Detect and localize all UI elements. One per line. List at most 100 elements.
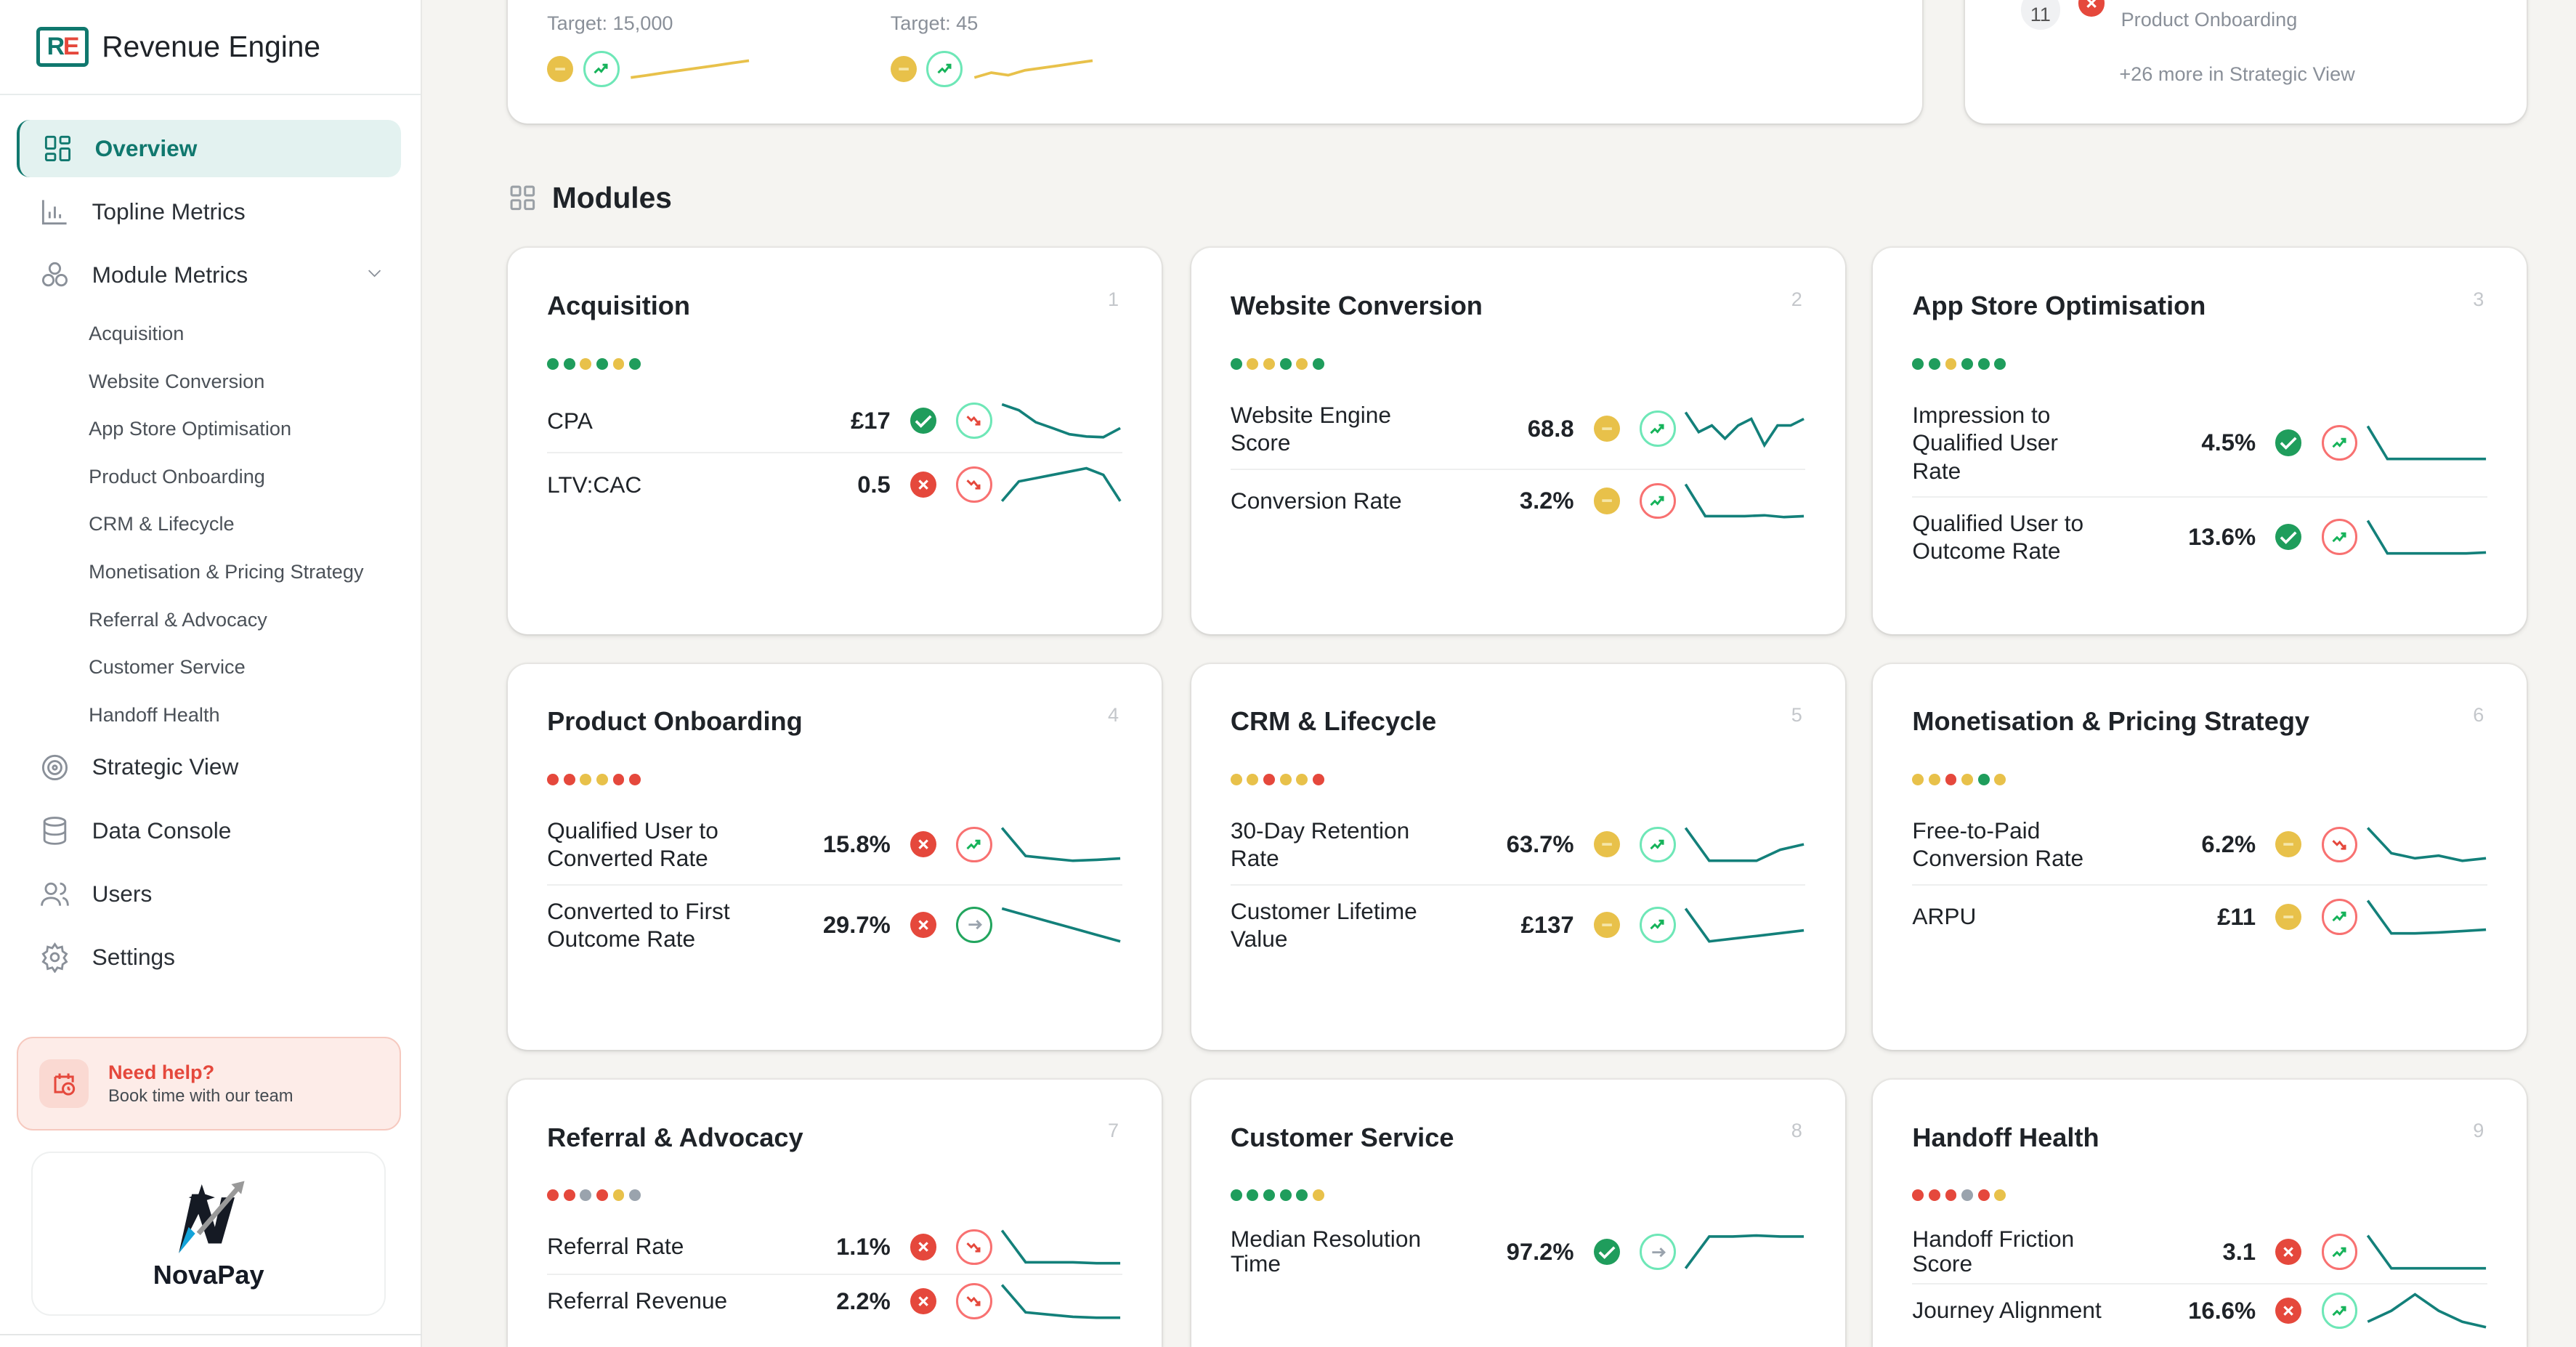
metric-row[interactable]: Qualified User to Converted Rate 15.8% [547, 805, 1122, 886]
chevron-down-icon[interactable] [365, 263, 384, 283]
status-dot [1928, 358, 1940, 370]
modules-heading: Modules [508, 181, 672, 215]
module-card-crm-lifecycle[interactable]: CRM & Lifecycle 5 30-Day Retention Rate … [1191, 663, 1845, 1051]
status-dot [1230, 774, 1242, 785]
sidebar-item-users[interactable]: Users [17, 865, 401, 923]
metric-value: 16.6% [2188, 1297, 2256, 1324]
target-label: Target: 15,000 [547, 11, 673, 34]
trend-up-icon[interactable] [2321, 1293, 2358, 1330]
module-title: Website Conversion [1230, 291, 1483, 321]
target-icon [42, 754, 68, 780]
trend-down-icon[interactable] [956, 1282, 992, 1319]
module-card-referral-advocacy[interactable]: Referral & Advocacy 7 Referral Rate 1.1%… [507, 1079, 1162, 1347]
sidebar-item-overview[interactable]: Overview [16, 120, 402, 178]
sidebar-item-settings[interactable]: Settings [17, 929, 401, 986]
metric-value: 29.7% [822, 910, 891, 938]
module-card-monetisation-pricing-strategy[interactable]: Monetisation & Pricing Strategy 6 Free-t… [1873, 663, 2527, 1051]
module-title: CRM & Lifecycle [1230, 706, 1437, 737]
help-card[interactable]: Need help? Book time with our team [16, 1037, 401, 1130]
module-title: Acquisition [547, 291, 690, 321]
submenu-item[interactable]: Referral & Advocacy [89, 607, 267, 631]
metric-row[interactable]: Journey Alignment 16.6% [1912, 1285, 2487, 1337]
metric-value: 4.5% [2201, 429, 2256, 456]
target-sparkline [631, 59, 750, 79]
metric-row[interactable]: Customer Lifetime Value £137 [1231, 886, 1806, 965]
module-card-app-store-optimisation[interactable]: App Store Optimisation 3 Impression to Q… [1873, 248, 2527, 634]
metric-row[interactable]: Impression to Qualified User Rate 4.5% [1912, 389, 2487, 498]
metric-row[interactable]: Median Resolution Time 97.2% [1231, 1221, 1806, 1283]
bar-chart-icon [42, 200, 67, 225]
help-subtitle: Book time with our team [108, 1087, 293, 1107]
status-dot [1230, 1189, 1242, 1202]
trend-up-icon[interactable] [2321, 424, 2358, 461]
sidebar-item-module-metrics[interactable]: Module Metrics [17, 246, 401, 304]
trend-up-icon[interactable] [2321, 898, 2358, 935]
trend-up-icon[interactable] [1639, 907, 1676, 943]
status-dot [1312, 358, 1324, 370]
module-title: App Store Optimisation [1912, 291, 2206, 321]
metric-value: £17 [851, 406, 891, 434]
metric-row[interactable]: 30-Day Retention Rate 63.7% [1230, 805, 1806, 886]
sidebar-item-strategic-view[interactable]: Strategic View [17, 738, 401, 796]
metric-row[interactable]: Handoff Friction Score 3.1 [1912, 1221, 2487, 1285]
more-link[interactable]: +26 more in Strategic View [2119, 62, 2355, 85]
metric-value: £11 [2217, 902, 2256, 930]
metric-row[interactable]: Referral Rate 1.1% [547, 1221, 1122, 1275]
metric-row[interactable]: Qualified User to Outcome Rate 13.6% [1912, 498, 2487, 577]
trend-up-icon[interactable] [1639, 410, 1676, 448]
submenu-item[interactable]: Product Onboarding [89, 464, 265, 488]
sidebar-item-topline-metrics[interactable]: Topline Metrics [17, 183, 401, 240]
module-number: 6 [2473, 703, 2484, 726]
status-dot [1263, 1189, 1275, 1202]
module-card-website-conversion[interactable]: Website Conversion 2 Website Engine Scor… [1191, 248, 1845, 634]
arrow-right-icon[interactable] [1639, 1234, 1676, 1271]
metric-row[interactable]: Converted to First Outcome Rate 29.7% [547, 886, 1122, 965]
arrow-right-icon[interactable] [956, 907, 992, 943]
trend-down-icon[interactable] [956, 403, 992, 439]
trend-up-icon[interactable] [956, 826, 992, 863]
database-icon [43, 816, 67, 845]
submenu-item[interactable]: CRM & Lifecycle [89, 512, 235, 535]
trend-up-icon[interactable] [2321, 1234, 2358, 1271]
metric-value: 1.1% [836, 1233, 891, 1261]
trend-up-icon[interactable] [926, 51, 963, 87]
metric-row[interactable]: Conversion Rate 3.2% [1231, 470, 1806, 533]
metric-row[interactable]: CPA £17 [547, 389, 1122, 453]
metric-row[interactable]: ARPU £11 [1912, 886, 2487, 948]
sparkline [1001, 466, 1122, 502]
submenu-item[interactable]: Monetisation & Pricing Strategy [89, 559, 364, 583]
metric-value: 3.2% [1519, 487, 1574, 514]
trend-up-icon[interactable] [1639, 826, 1676, 863]
metric-row[interactable]: LTV:CAC 0.5 [547, 453, 1122, 516]
metric-label: Qualified User to Outcome Rate [1912, 509, 2084, 565]
metric-label: Median Resolution Time [1230, 1226, 1422, 1277]
metric-value: 6.2% [2201, 830, 2256, 858]
metric-row[interactable]: Website Engine Score 68.8 [1230, 389, 1806, 470]
trend-down-icon[interactable] [956, 1229, 992, 1266]
submenu-item[interactable]: Website Conversion [89, 369, 265, 392]
trend-down-icon[interactable] [956, 466, 992, 503]
trend-up-icon[interactable] [1639, 482, 1676, 519]
submenu-item[interactable]: App Store Optimisation [89, 417, 292, 440]
metric-row[interactable]: Free-to-Paid Conversion Rate 6.2% [1912, 805, 2487, 886]
module-card-customer-service[interactable]: Customer Service 8 Median Resolution Tim… [1191, 1079, 1845, 1347]
trend-up-icon[interactable] [2321, 519, 2358, 556]
sparkline [1684, 483, 1805, 519]
module-card-acquisition[interactable]: Acquisition 1 CPA £17 LTV:CAC 0.5 [507, 248, 1162, 634]
sidebar-item-data-console[interactable]: Data Console [17, 801, 401, 859]
submenu-item[interactable]: Acquisition [89, 322, 185, 345]
minus-circle-icon [2275, 831, 2302, 858]
submenu-item[interactable]: Handoff Health [89, 703, 220, 726]
status-dots [1912, 774, 2006, 785]
trend-up-icon[interactable] [583, 51, 620, 87]
status-dot [1977, 358, 1990, 370]
submenu-item[interactable]: Customer Service [89, 655, 246, 679]
metric-row[interactable]: Referral Revenue 2.2% [547, 1275, 1122, 1327]
target-indicators [547, 49, 750, 89]
metric-value: 97.2% [1506, 1238, 1574, 1266]
module-card-product-onboarding[interactable]: Product Onboarding 4 Qualified User to C… [507, 663, 1162, 1051]
trend-down-icon[interactable] [2321, 826, 2358, 863]
module-card-handoff-health[interactable]: Handoff Health 9 Handoff Friction Score … [1873, 1079, 2527, 1347]
